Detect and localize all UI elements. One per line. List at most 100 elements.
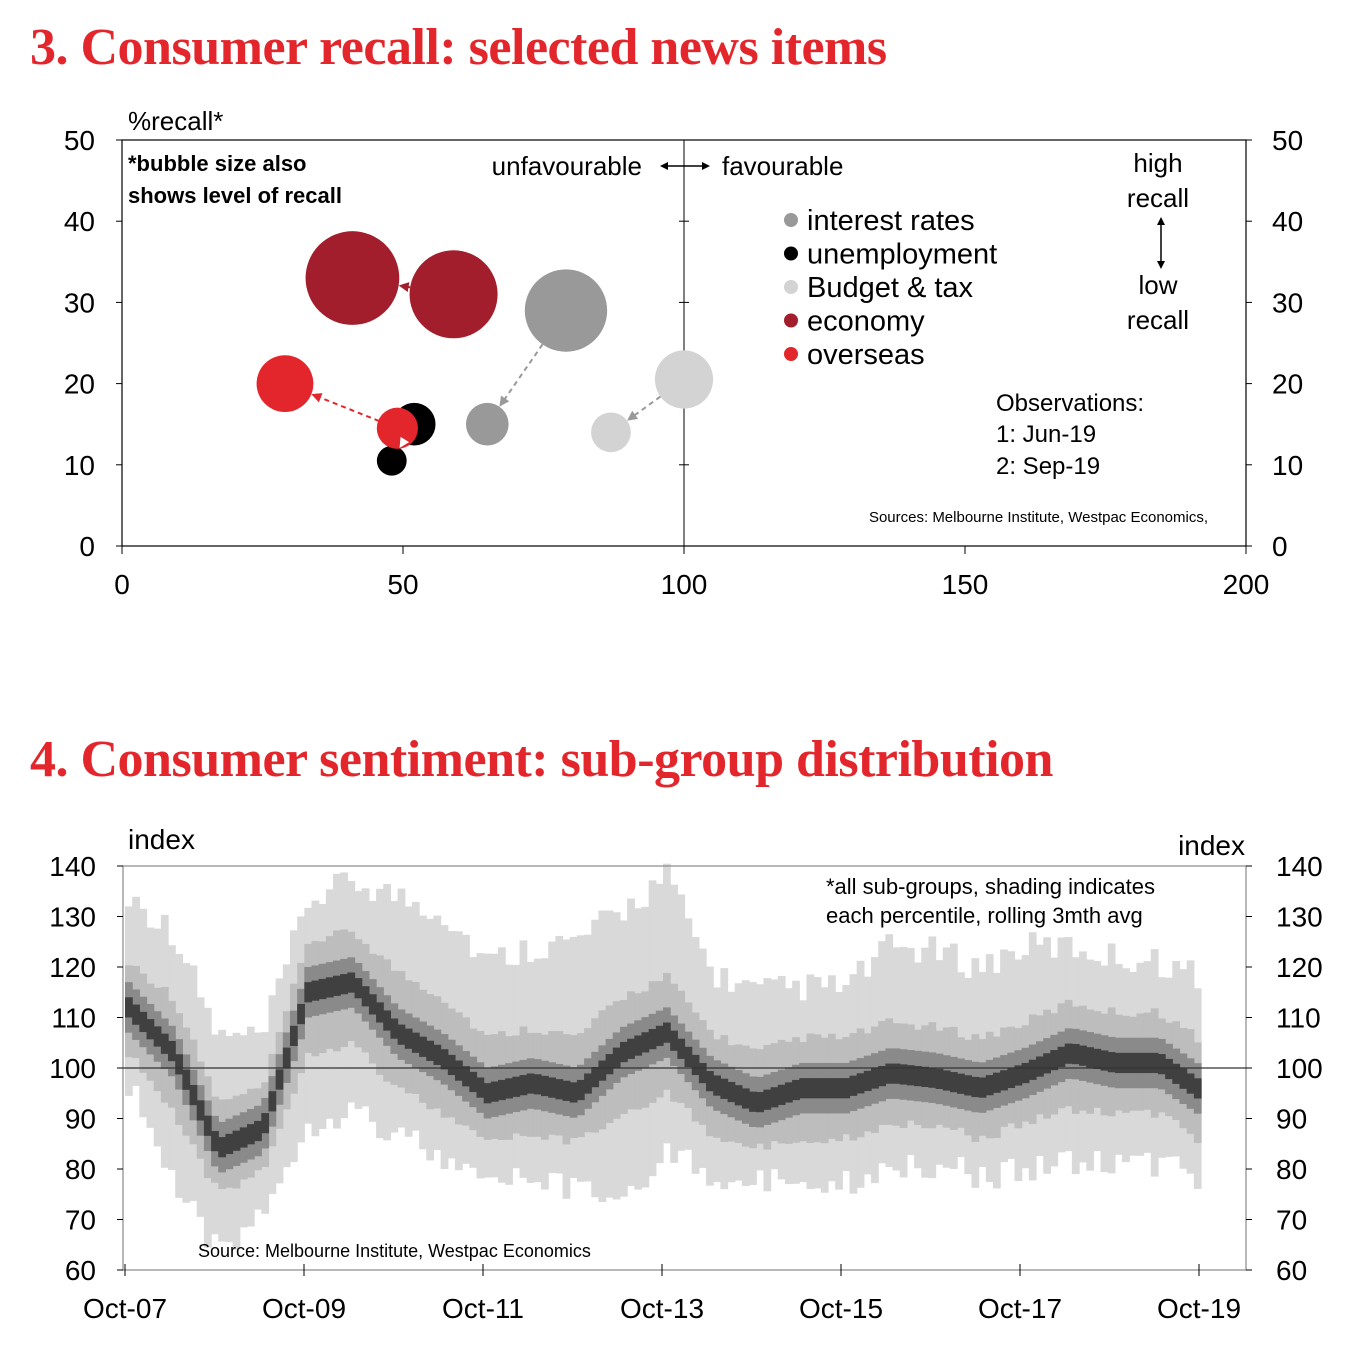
core-band-segment (720, 1078, 729, 1099)
core-band-segment (569, 1082, 578, 1103)
core-band-segment (763, 1089, 772, 1110)
core-band-segment (734, 1085, 743, 1106)
bubble-budget-tax-obs2 (591, 412, 631, 453)
core-band-segment (447, 1054, 456, 1076)
core-band-segment (390, 1018, 399, 1039)
core-band-segment (792, 1079, 800, 1101)
core-band-segment (548, 1077, 556, 1098)
core-band-segment (132, 1004, 140, 1025)
y-tick-label-right: 40 (1272, 206, 1303, 237)
core-band-segment (333, 975, 341, 996)
bubble-economy-obs2 (305, 231, 400, 325)
core-band-segment (605, 1054, 614, 1075)
y-axis-label: %recall* (128, 106, 223, 136)
core-band-segment (842, 1078, 851, 1099)
core-band-segment (1114, 1052, 1123, 1074)
x-tick-label: Oct-19 (1157, 1293, 1241, 1324)
bubble-interest-rates-obs1 (524, 269, 608, 352)
y-tick-label-right: 140 (1276, 851, 1323, 882)
y-tick-label: 110 (51, 1003, 96, 1034)
core-band-segment (175, 1054, 183, 1075)
core-band-segment (139, 1011, 148, 1033)
y-tick-label: 90 (65, 1104, 96, 1135)
bubble-overseas-obs2 (256, 355, 314, 412)
core-band-segment (1028, 1059, 1037, 1080)
core-band-segment (196, 1100, 205, 1121)
y-tick-label-right: 90 (1276, 1104, 1307, 1135)
core-band-segment (820, 1078, 829, 1099)
core-band-segment (125, 997, 133, 1018)
core-band-segment (426, 1040, 435, 1061)
core-band-segment (727, 1081, 736, 1103)
core-band-segment (440, 1049, 449, 1070)
core-band-segment (1143, 1052, 1152, 1074)
core-band-segment (211, 1131, 219, 1152)
legend-marker (784, 246, 798, 261)
bubble-unemployment-obs2 (376, 445, 407, 476)
y-tick-label-right: 50 (1272, 125, 1303, 156)
bubble-note-line-1: *bubble size also (128, 151, 307, 176)
core-band-segment (978, 1077, 987, 1098)
core-band-segment (799, 1078, 808, 1099)
core-band-segment (641, 1032, 650, 1053)
legend-marker (784, 347, 798, 361)
y-tick-label: 70 (65, 1205, 96, 1236)
y-tick-label-right: 80 (1276, 1154, 1307, 1185)
high-recall-label-1: high (1133, 148, 1182, 178)
core-band-segment (1014, 1065, 1023, 1086)
core-band-segment (957, 1073, 965, 1094)
core-band-segment (1186, 1073, 1195, 1094)
core-band-segment (856, 1073, 865, 1094)
core-band-segment (576, 1079, 585, 1101)
core-band-segment (935, 1068, 944, 1090)
core-band-segment (777, 1084, 786, 1105)
favourability-arrow (660, 162, 710, 170)
core-band-segment (168, 1040, 176, 1062)
core-band-segment (490, 1081, 499, 1102)
core-band-segment (1165, 1058, 1173, 1080)
core-band-segment (921, 1066, 930, 1087)
core-band-segment (1136, 1052, 1145, 1074)
arrowhead (311, 393, 323, 403)
core-band-segment (598, 1060, 607, 1081)
core-band-segment (498, 1079, 506, 1101)
core-band-segment (885, 1063, 894, 1084)
bubble-note-line-2: shows level of recall (128, 183, 342, 208)
core-band-segment (1179, 1068, 1188, 1089)
core-band-segment (1157, 1054, 1166, 1075)
core-band-segment (483, 1083, 492, 1104)
core-band-segment (1122, 1052, 1130, 1074)
core-band-segment (899, 1064, 908, 1085)
chart-4-title: 4. Consumer sentiment: sub-group distrib… (30, 731, 1053, 788)
core-band-segment (347, 972, 356, 993)
core-band-segment (376, 1002, 384, 1023)
core-band-segment (985, 1075, 994, 1096)
x-tick-label: 100 (661, 569, 708, 600)
core-band-segment (555, 1079, 564, 1100)
y-tick-label: 80 (65, 1154, 96, 1185)
y-tick-label: 130 (49, 902, 96, 933)
core-band-segment (670, 1030, 678, 1051)
y-tick-label: 120 (49, 952, 96, 983)
y-tick-label-right: 0 (1272, 531, 1288, 562)
core-band-segment (1007, 1067, 1016, 1088)
unfavourable-label: unfavourable (492, 151, 642, 181)
core-band-segment (648, 1029, 657, 1050)
core-band-segment (526, 1073, 535, 1094)
core-band-segment (1107, 1052, 1116, 1073)
core-band-segment (914, 1065, 922, 1087)
core-band-segment (1043, 1053, 1051, 1074)
core-band-segment (942, 1070, 951, 1091)
left-axis-label: index (128, 824, 195, 855)
core-band-segment (634, 1035, 643, 1056)
chart-3-source: Sources: Melbourne Institute, Westpac Ec… (869, 509, 1208, 526)
core-band-segment (218, 1137, 227, 1158)
core-band-segment (612, 1047, 621, 1068)
move-arrow-overseas (316, 395, 380, 422)
core-band-segment (691, 1054, 700, 1076)
core-band-segment (1129, 1052, 1138, 1074)
arrowhead (499, 395, 510, 407)
legend-label: unemployment (807, 239, 997, 271)
arrowhead (398, 282, 410, 292)
